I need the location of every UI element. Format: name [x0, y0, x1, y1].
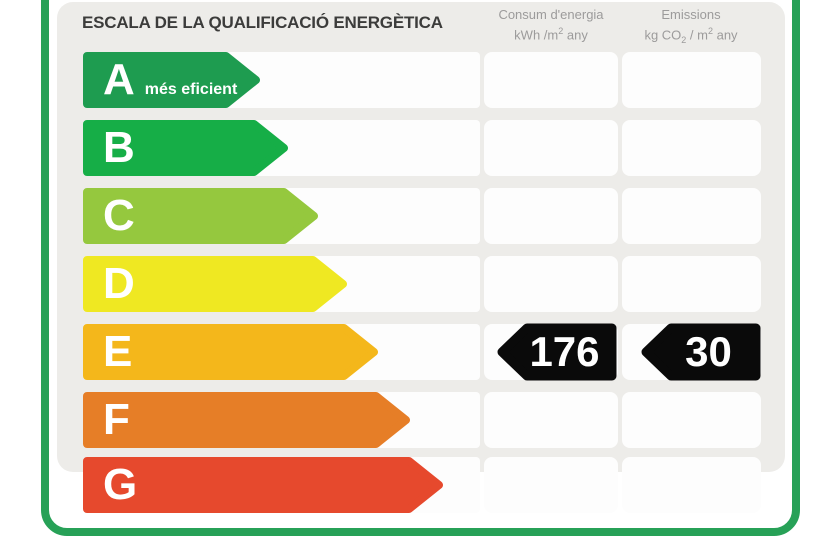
column-header-consumption: Consum d'energia kWh /m2 any — [466, 6, 636, 43]
emissions-value: 30 — [685, 328, 732, 375]
arrow-shape-b — [83, 120, 288, 176]
emissions-cell — [622, 392, 761, 448]
rating-letter-g: G — [103, 460, 138, 509]
scale-row-g: G — [0, 457, 840, 513]
emissions-header-name: Emissions — [661, 7, 721, 22]
scale-row-a: A més eficient — [0, 52, 840, 108]
emissions-cell — [622, 256, 761, 312]
most-efficient-label: més eficient — [144, 81, 238, 98]
emissions-cell — [622, 457, 761, 513]
arrow-shape-e — [83, 324, 378, 380]
arrow-shape-d — [83, 256, 347, 312]
arrow-shape-a — [83, 52, 260, 108]
consumption-cell — [484, 256, 618, 312]
rating-letter-d: D — [103, 259, 135, 308]
emissions-header-unit: kg CO2 / m2 any — [644, 26, 738, 45]
emissions-cell — [622, 120, 761, 176]
rating-letter-e: E — [103, 327, 133, 376]
arrow-shape-c — [83, 188, 318, 244]
emissions-cell — [622, 52, 761, 108]
scale-row-f: F — [0, 392, 840, 448]
consumption-cell — [484, 52, 618, 108]
consumption-value: 176 — [529, 328, 600, 375]
consumption-value-indicator: 176 — [496, 322, 617, 382]
emissions-cell — [622, 188, 761, 244]
rating-letter-f: F — [103, 395, 130, 444]
rating-letter-c: C — [103, 191, 135, 240]
consumption-cell — [484, 188, 618, 244]
scale-row-d: D — [0, 256, 840, 312]
rating-letter-a: A — [103, 55, 135, 104]
arrow-shape-f — [83, 392, 410, 448]
scale-row-b: B — [0, 120, 840, 176]
page-title: ESCALA DE LA QUALIFICACIÓ ENERGÈTICA — [82, 13, 443, 32]
consumption-indicator-arrow-icon — [497, 323, 617, 381]
scale-row-c: C — [0, 188, 840, 244]
consumption-header-name: Consum d'energia — [498, 7, 604, 22]
emissions-indicator-arrow-icon — [641, 323, 761, 381]
rating-letter-b: B — [103, 123, 135, 172]
consumption-cell — [484, 120, 618, 176]
emissions-value-indicator: 30 — [640, 322, 761, 382]
consumption-header-unit: kWh /m2 any — [514, 26, 588, 43]
consumption-cell — [484, 392, 618, 448]
column-header-emissions: Emissions kg CO2 / m2 any — [606, 6, 776, 49]
consumption-cell — [484, 457, 618, 513]
